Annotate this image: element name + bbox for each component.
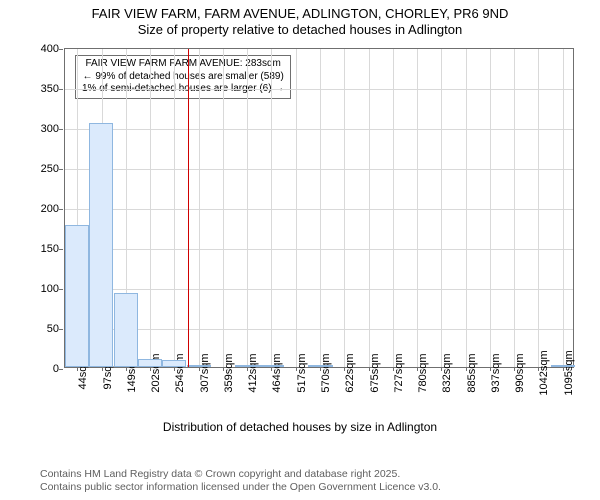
- gridline-v: [344, 49, 345, 367]
- x-tick-label: 517sqm: [296, 353, 308, 392]
- x-tick-label: 885sqm: [466, 353, 478, 392]
- gridline-v: [296, 49, 297, 367]
- x-tick-label: 1095sqm: [563, 350, 575, 395]
- gridline-h: [65, 129, 573, 130]
- gridline-v: [199, 49, 200, 367]
- callout-line1: FAIR VIEW FARM FARM AVENUE: 283sqm: [82, 58, 284, 71]
- x-tick-label: 622sqm: [344, 353, 356, 392]
- histogram-bar: [235, 365, 259, 367]
- y-tick-label: 350: [41, 83, 59, 95]
- y-tick-label: 250: [41, 163, 59, 175]
- gridline-v: [320, 49, 321, 367]
- x-tick-label: 359sqm: [223, 353, 235, 392]
- gridline-h: [65, 209, 573, 210]
- chart-area: Number of detached properties FAIR VIEW …: [0, 40, 600, 455]
- gridline-v: [271, 49, 272, 367]
- y-tick-label: 0: [53, 363, 59, 375]
- gridline-h: [65, 249, 573, 250]
- y-tick-label: 100: [41, 283, 59, 295]
- chart-title-line2: Size of property relative to detached ho…: [0, 22, 600, 38]
- gridline-v: [150, 49, 151, 367]
- gridline-v: [393, 49, 394, 367]
- x-axis-label: Distribution of detached houses by size …: [0, 420, 600, 434]
- x-tick-label: 412sqm: [247, 353, 259, 392]
- histogram-bar: [187, 365, 211, 367]
- y-tick-label: 200: [41, 203, 59, 215]
- x-tick-label: 780sqm: [417, 353, 429, 392]
- gridline-v: [369, 49, 370, 367]
- attribution-line2: Contains public sector information licen…: [40, 481, 441, 494]
- x-tick-label: 307sqm: [199, 353, 211, 392]
- histogram-bar: [114, 293, 138, 367]
- gridline-v: [466, 49, 467, 367]
- gridline-v: [563, 49, 564, 367]
- x-tick-label: 464sqm: [271, 353, 283, 392]
- chart-title-block: FAIR VIEW FARM, FARM AVENUE, ADLINGTON, …: [0, 0, 600, 39]
- y-tick-label: 400: [41, 43, 59, 55]
- gridline-v: [247, 49, 248, 367]
- y-tick-label: 150: [41, 243, 59, 255]
- y-tick-label: 300: [41, 123, 59, 135]
- x-tick-label: 937sqm: [490, 353, 502, 392]
- gridline-v: [490, 49, 491, 367]
- histogram-bar: [65, 225, 89, 367]
- x-tick-label: 570sqm: [320, 353, 332, 392]
- histogram-bar: [551, 365, 575, 367]
- gridline-v: [538, 49, 539, 367]
- histogram-bar: [308, 365, 332, 367]
- gridline-v: [417, 49, 418, 367]
- gridline-h: [65, 329, 573, 330]
- histogram-bar: [162, 360, 186, 367]
- attribution-line1: Contains HM Land Registry data © Crown c…: [40, 468, 441, 481]
- gridline-v: [514, 49, 515, 367]
- gridline-h: [65, 289, 573, 290]
- histogram-bar: [138, 359, 162, 367]
- x-tick-label: 1042sqm: [538, 350, 550, 395]
- gridline-v: [174, 49, 175, 367]
- y-tick-label: 50: [47, 323, 59, 335]
- x-tick-label: 727sqm: [393, 353, 405, 392]
- property-marker-line: [188, 49, 189, 367]
- histogram-bar: [259, 365, 283, 367]
- gridline-v: [223, 49, 224, 367]
- gridline-v: [441, 49, 442, 367]
- gridline-h: [65, 169, 573, 170]
- x-tick-label: 990sqm: [514, 353, 526, 392]
- x-tick-label: 675sqm: [369, 353, 381, 392]
- gridline-h: [65, 89, 573, 90]
- histogram-bar: [89, 123, 113, 367]
- attribution-block: Contains HM Land Registry data © Crown c…: [40, 468, 441, 494]
- chart-title-line1: FAIR VIEW FARM, FARM AVENUE, ADLINGTON, …: [0, 6, 600, 22]
- callout-line2: ← 99% of detached houses are smaller (58…: [82, 71, 284, 84]
- x-tick-label: 832sqm: [441, 353, 453, 392]
- marker-callout: FAIR VIEW FARM FARM AVENUE: 283sqm ← 99%…: [75, 55, 291, 99]
- plot-region: FAIR VIEW FARM FARM AVENUE: 283sqm ← 99%…: [64, 48, 574, 368]
